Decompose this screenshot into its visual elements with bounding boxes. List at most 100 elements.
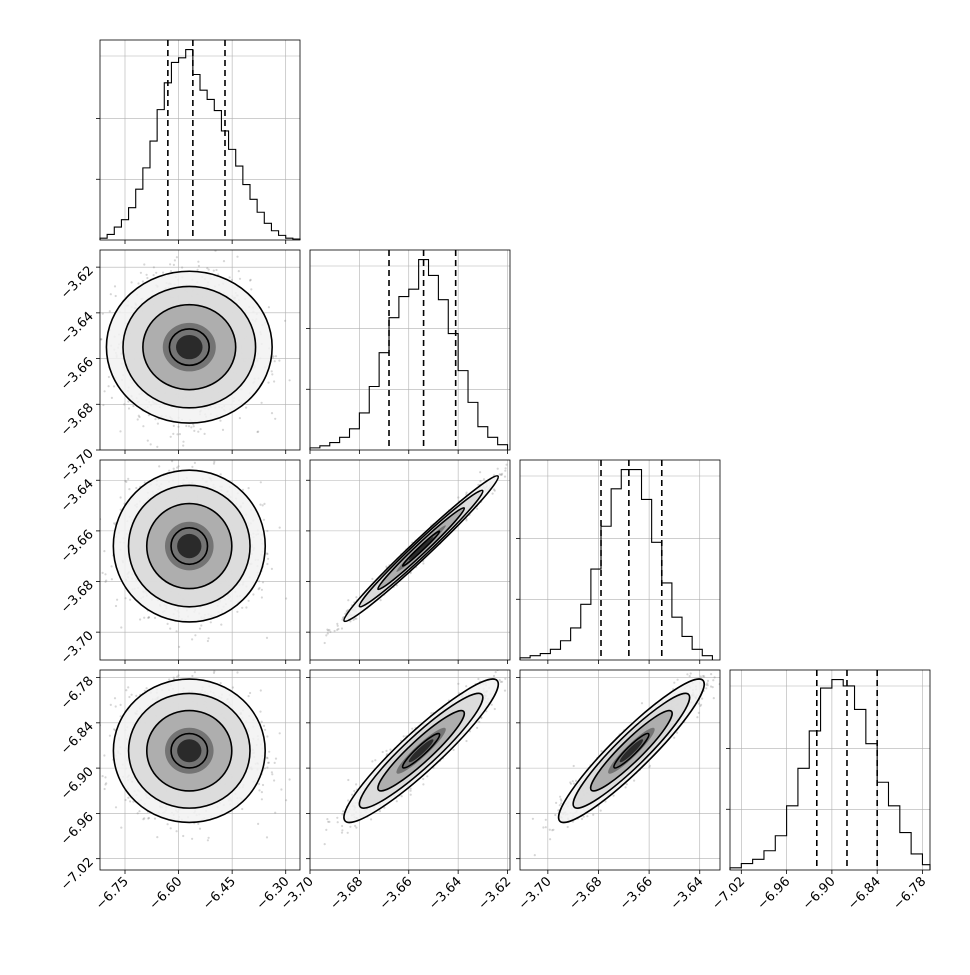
scatter-point [188,425,190,427]
scatter-point [215,269,217,271]
scatter-point [109,310,111,312]
scatter-point [146,274,148,276]
scatter-point [274,360,276,362]
scatter-point [271,412,273,414]
y-tick-label: −3.66 [58,527,97,566]
x-tick-label: −7.02 [709,874,748,913]
scatter-point [318,573,320,575]
scatter-point [273,380,275,382]
scatter-point [182,441,184,443]
scatter-point [176,467,178,469]
y-tick-label: −3.64 [58,309,97,348]
scatter-point [262,504,264,506]
scatter-point [174,259,176,261]
scatter-point [248,487,250,489]
scatter-point [97,304,99,306]
scatter-point [271,568,273,570]
scatter-point [266,637,268,639]
scatter-point [275,355,277,357]
scatter-point [530,444,532,446]
scatter-point [199,628,201,630]
scatter-point [120,496,122,498]
scatter-point [252,593,254,595]
scatter-point [102,404,104,406]
scatter-point [197,269,199,271]
scatter-point [175,238,177,240]
scatter-point [110,293,112,295]
y-tick-label: −3.68 [58,578,97,617]
scatter-point [113,385,115,387]
scatter-point [199,436,201,438]
density-level [176,335,203,359]
histogram-panel-2 [516,460,720,660]
scatter-point [128,228,130,230]
scatter-point [191,638,193,640]
scatter-point [170,436,172,438]
scatter-point [239,278,241,280]
scatter-point [104,390,106,392]
scatter-point [104,573,106,575]
scatter-panel-0-1 [74,228,300,482]
x-tick-label: −6.84 [845,874,884,913]
scatter-point [102,313,104,315]
scatter-point [262,581,264,583]
scatter-point [236,256,238,258]
scatter-point [135,487,137,489]
y-tick-label: −3.64 [58,476,97,515]
scatter-point [504,470,506,472]
scatter-point [156,446,158,448]
y-tick-label: −3.70 [58,628,97,667]
scatter-point [108,385,110,387]
scatter-point [176,630,178,632]
scatter-point [142,280,144,282]
scatter-point [181,266,183,268]
scatter-point [173,264,175,266]
scatter-point [238,270,240,272]
histogram-panel-3 [726,670,930,870]
scatter-point [168,470,170,472]
y-tick-label: −3.62 [58,263,97,302]
scatter-point [116,599,118,601]
scatter-point [259,504,261,506]
scatter-point [207,640,209,642]
x-tick-label: −6.96 [755,874,794,913]
x-tick-label: −6.90 [800,874,839,913]
scatter-point [213,270,215,272]
scatter-point [261,589,263,591]
scatter-point [150,443,152,445]
scatter-point [457,496,459,498]
scatter-point [267,558,269,560]
scatter-point [172,433,174,435]
scatter-point [173,468,175,470]
scatter-point [158,465,160,467]
scatter-point [208,269,210,271]
scatter-point [194,462,196,464]
scatter-point [210,621,212,623]
scatter-point [147,440,149,442]
scatter-point [198,265,200,267]
scatter-point [239,417,241,419]
scatter-point [162,272,164,274]
scatter-point [194,634,196,636]
scatter-point [143,263,145,265]
scatter-point [337,625,339,627]
scatter-point [132,405,134,407]
scatter-point [193,425,195,427]
x-tick-label: −6.78 [891,874,930,913]
scatter-point [219,420,221,422]
scatter-point [204,433,206,435]
scatter-point [103,550,105,552]
scatter-point [170,270,172,272]
y-tick-label: −3.70 [58,446,97,485]
scatter-point [131,281,133,283]
scatter-point [274,418,276,420]
scatter-point [476,508,478,510]
scatter-point [328,629,330,631]
panel-frame [100,40,300,240]
scatter-point [120,626,122,628]
scatter-point [245,606,247,608]
scatter-point [266,552,268,554]
scatter-point [179,433,181,435]
scatter-point [200,624,202,626]
